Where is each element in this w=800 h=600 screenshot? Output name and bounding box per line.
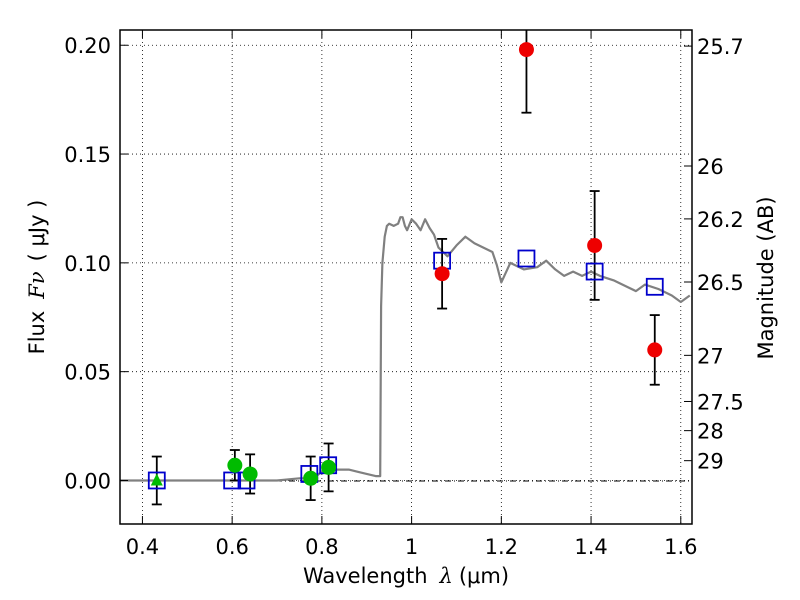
x-tick-label: 0.6 — [215, 535, 248, 559]
x-axis-symbol: λ — [439, 564, 453, 588]
model-photometry-square — [147, 471, 166, 490]
ticks-layer: 0.4 0.6 0.8 1 1.2 1.4 1.6 0.00 0.05 0.10 0.15 0.20 2… — [64, 30, 744, 559]
plot-frame — [119, 29, 693, 525]
nir-data-point — [518, 42, 534, 58]
magnitude-tick-label: 25.7 — [697, 35, 744, 59]
nir-data-point — [434, 266, 450, 282]
magnitude-tick-label: 29 — [697, 450, 724, 474]
optical-data-point — [227, 457, 243, 473]
nir-data-point — [587, 237, 603, 253]
model-photometry-square — [517, 249, 536, 268]
y-axis-unit: ( μJy ) — [25, 200, 49, 262]
optical-data-point — [303, 470, 319, 486]
x-tick-label: 0.8 — [305, 535, 338, 559]
markers-layer — [147, 30, 664, 506]
x-tick-label: 1.6 — [664, 535, 697, 559]
model-sed-layer — [120, 216, 691, 482]
y-tick-label: 0.20 — [64, 34, 111, 58]
model-photometry-square — [223, 471, 242, 490]
y-tick-label: 0.00 — [64, 469, 111, 493]
magnitude-axis-title: Magnitude (AB) — [754, 196, 778, 359]
magnitude-tick-label: 26.5 — [697, 271, 744, 295]
magnitude-tick-label: 26 — [697, 155, 724, 179]
x-tick-label: 1.2 — [485, 535, 518, 559]
x-tick-label: 0.4 — [126, 535, 159, 559]
x-axis-unit: (μm) — [459, 564, 509, 588]
optical-data-point — [321, 459, 337, 475]
y-tick-label: 0.10 — [64, 252, 111, 276]
x-tick-label: 1.4 — [574, 535, 607, 559]
nir-data-point — [647, 342, 663, 358]
upper-limit-triangle — [150, 473, 163, 486]
magnitude-tick-label: 28 — [697, 420, 724, 444]
x-axis-label: Wavelength — [303, 564, 428, 588]
model-photometry-square — [585, 262, 604, 281]
magnitude-tick-label: 26.2 — [697, 208, 744, 232]
y-axis-symbol: Fν — [25, 271, 49, 300]
y-axis-label: Flux — [25, 311, 49, 355]
optical-data-point — [242, 466, 258, 482]
magnitude-tick-label: 27.5 — [697, 390, 744, 414]
y-axis-title: Flux Fν ( μJy ) — [25, 200, 49, 355]
magnitude-tick-label: 27 — [697, 344, 724, 368]
x-axis-title: Wavelength λ (μm) — [303, 564, 509, 588]
y-tick-label: 0.05 — [64, 361, 111, 385]
y-tick-label: 0.15 — [64, 143, 111, 167]
model-photometry-square — [645, 277, 664, 296]
x-tick-label: 1 — [405, 535, 418, 559]
model-sed-line — [120, 216, 691, 482]
